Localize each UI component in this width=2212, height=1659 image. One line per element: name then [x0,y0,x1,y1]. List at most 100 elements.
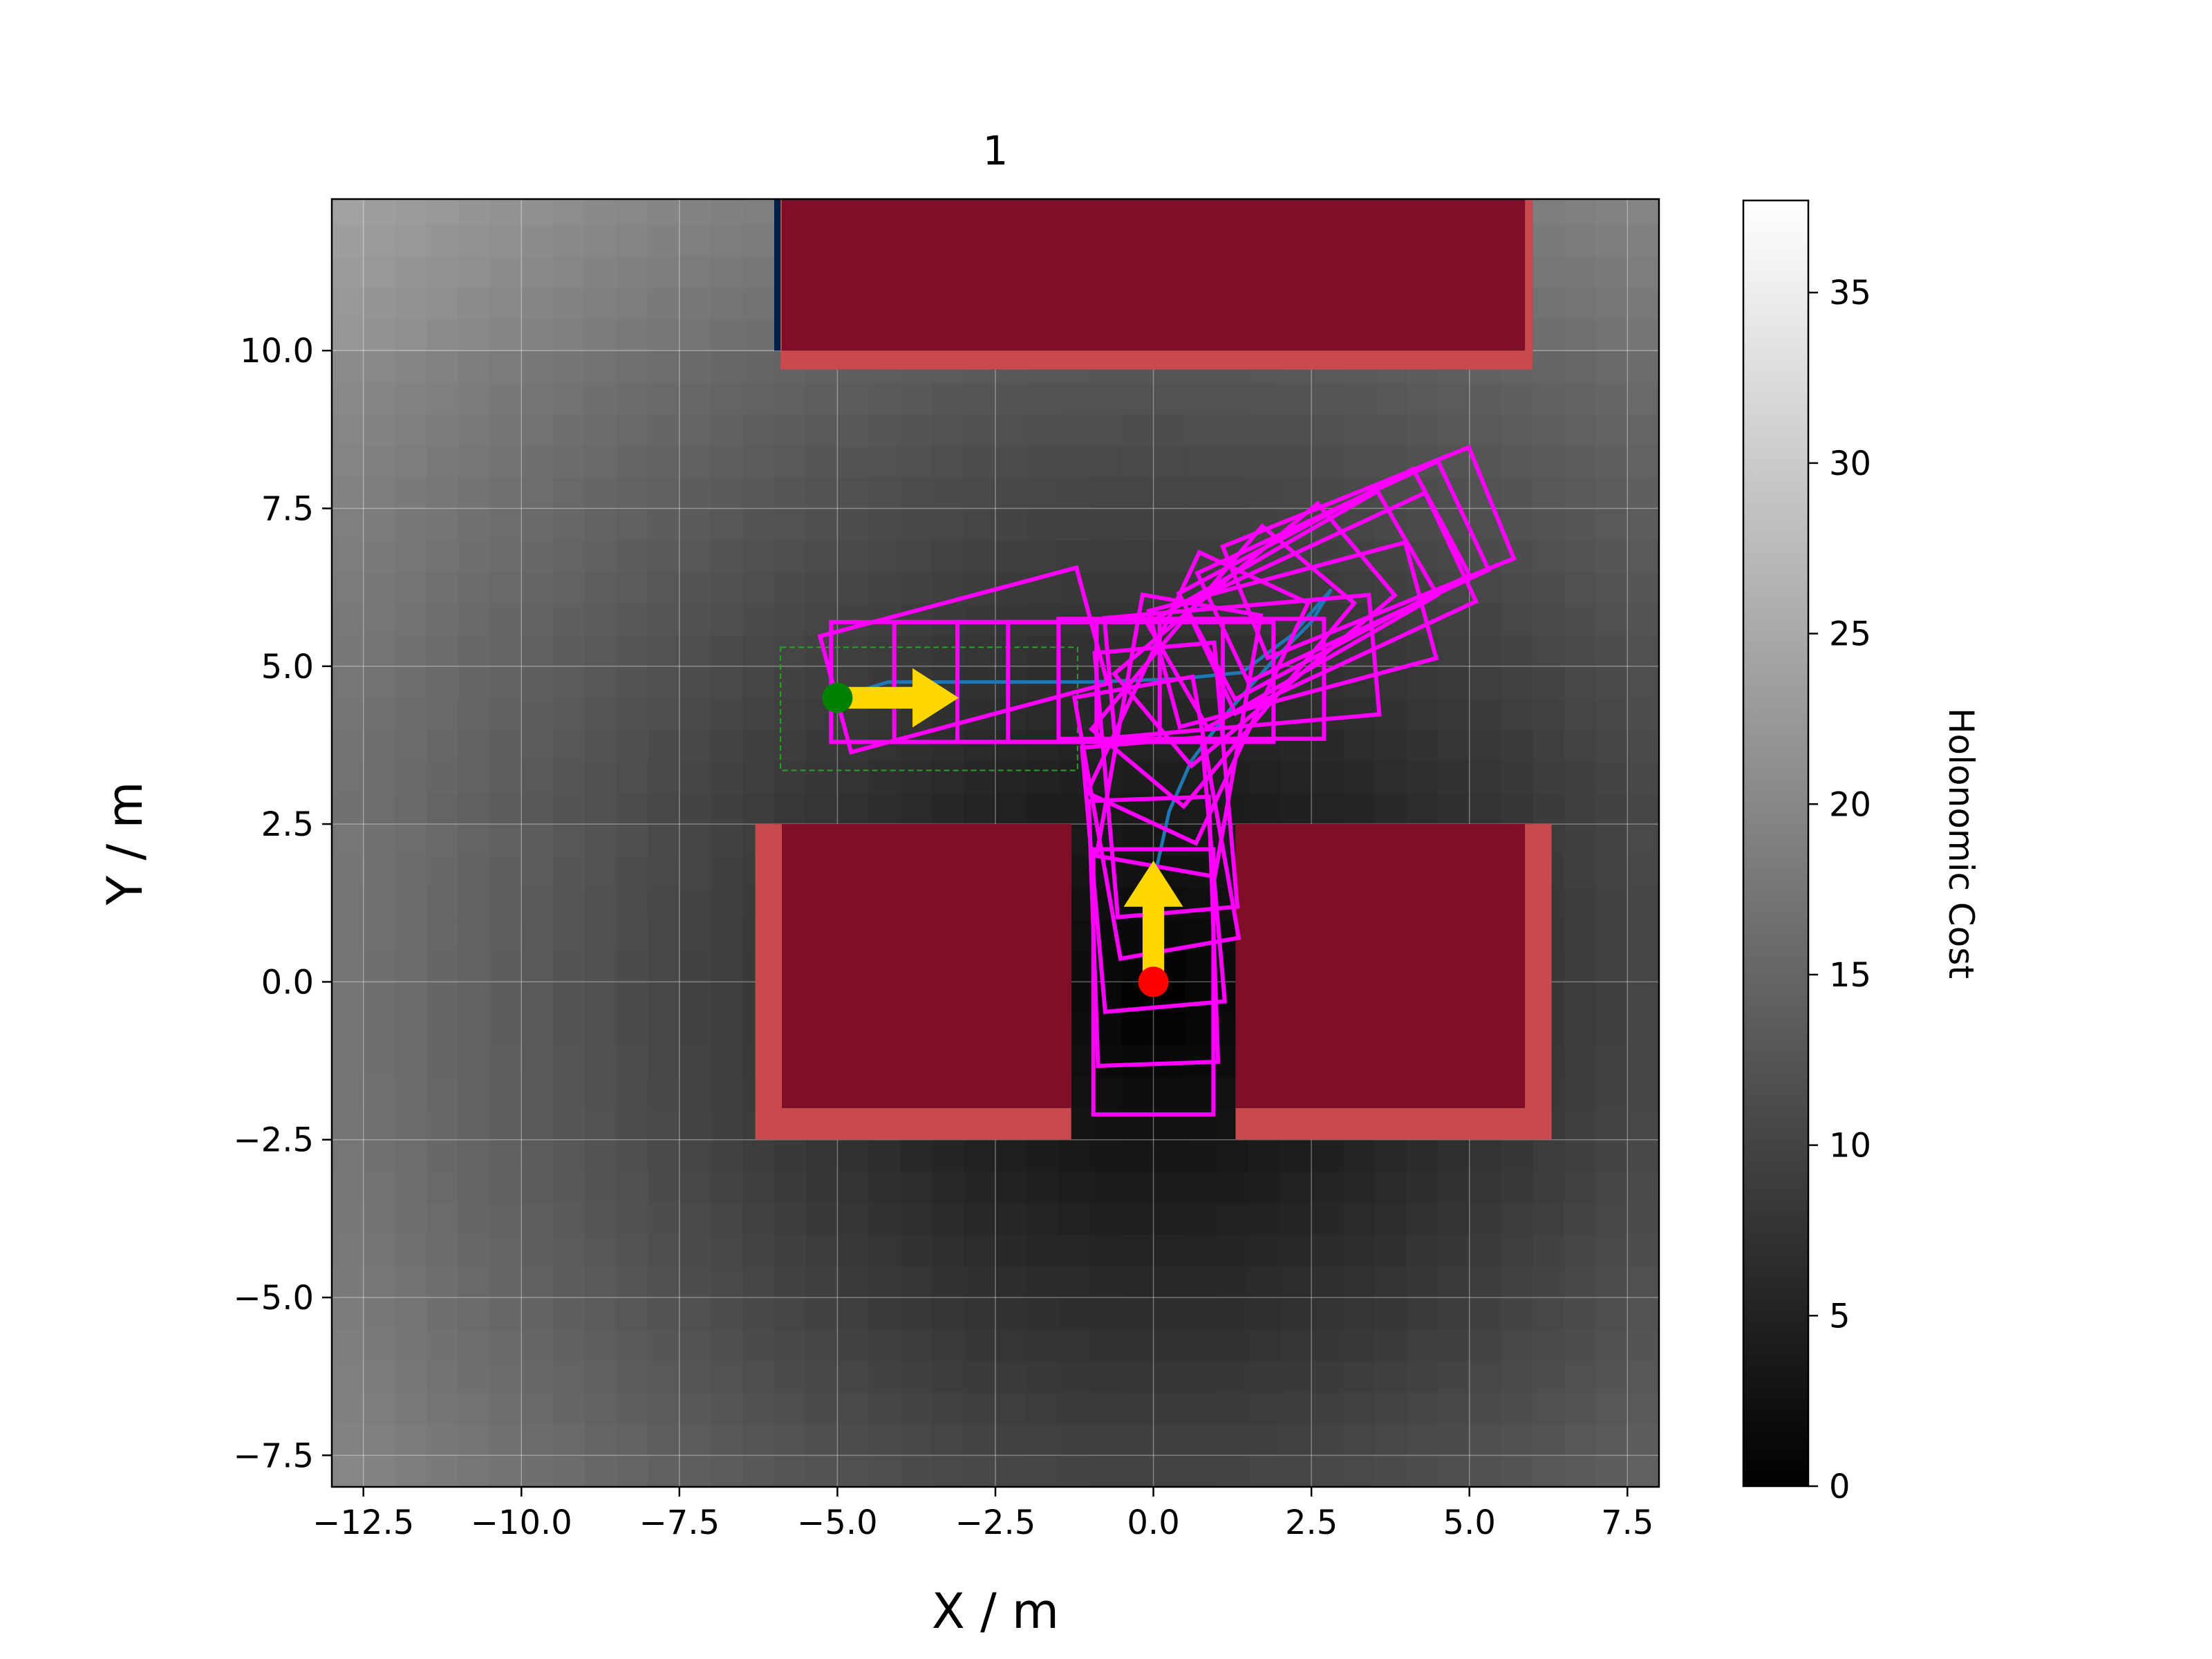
heatmap-cell [1280,760,1312,794]
heatmap-cell [964,603,996,635]
heatmap-cell [1374,1455,1407,1487]
heatmap-cell [1564,1171,1597,1203]
heatmap-cell [395,729,427,762]
heatmap-cell [427,382,459,415]
heatmap-cell [1564,319,1597,351]
heatmap-cell [932,1171,965,1203]
heatmap-cell [427,729,459,762]
heatmap-cell [363,760,396,794]
heatmap-cell [1564,982,1597,1014]
heatmap-cell [1627,256,1659,288]
heatmap-cell [1469,1423,1502,1456]
heatmap-cell [774,635,807,667]
heatmap-cell [427,287,459,320]
heatmap-cell [648,413,680,446]
heatmap-cell [1153,445,1186,478]
heatmap-cell [584,697,617,730]
heatmap-cell [553,508,585,541]
colorbar-tick-label: 35 [1829,274,1871,312]
heatmap-cell [964,1455,996,1487]
heatmap-cell [363,224,396,256]
heatmap-cell [1406,382,1438,415]
heatmap-cell [458,1423,491,1456]
heatmap-cell [805,760,838,794]
heatmap-cell [616,1360,648,1393]
heatmap-cell [932,1297,965,1330]
heatmap-cell [1438,1392,1470,1425]
heatmap-cell [711,635,744,667]
heatmap-cell [900,413,933,446]
heatmap-cell [1248,1297,1281,1330]
heatmap-cell [1090,445,1123,478]
heatmap-cell [616,540,648,572]
heatmap-cell [1595,729,1629,762]
heatmap-cell [1501,1234,1533,1267]
heatmap-cell [489,382,523,415]
heatmap-cell [932,1329,965,1362]
heatmap-cell [1374,1139,1407,1172]
heatmap-cell [1501,697,1533,730]
heatmap-cell [1533,760,1565,794]
heatmap-cell [774,1234,807,1267]
heatmap-cell [584,887,617,919]
heatmap-cell [1153,1392,1186,1425]
heatmap-cell [1248,1455,1281,1487]
heatmap-cell [489,287,523,320]
heatmap-cell [616,287,648,320]
heatmap-cell [1311,1234,1344,1267]
heatmap-cell [395,1360,427,1393]
heatmap-cell [1121,1044,1154,1078]
heatmap-cell [553,571,585,604]
heatmap-cell [332,476,364,509]
obstacle-layer [755,199,1552,1140]
heatmap-cell [1374,1423,1407,1456]
heatmap-cell [837,1266,870,1298]
heatmap-cell [648,1392,680,1425]
heatmap-cell [521,792,554,825]
heatmap-cell [489,1044,523,1078]
heatmap-cell [1627,319,1659,351]
heatmap-cell [489,1266,523,1298]
heatmap-cell [395,1329,427,1362]
heatmap-cell [964,540,996,572]
heatmap-cell [521,950,554,983]
heatmap-cell [1564,540,1597,572]
heatmap-cell [395,350,427,383]
heatmap-cell [1627,476,1659,509]
heatmap-cell [1564,350,1597,383]
heatmap-cell [742,603,775,635]
planned-path [836,588,1333,982]
heatmap-cell [805,1171,838,1203]
heatmap-cell [1280,792,1312,825]
heatmap-cell [458,287,491,320]
x-tick-label: −7.5 [639,1503,720,1542]
heatmap-cell [774,697,807,730]
heatmap-cell [869,1329,901,1362]
heatmap-cell [521,1139,554,1172]
heatmap-cell [1501,729,1533,762]
heatmap-cell [1185,1139,1217,1172]
heatmap-cell [395,319,427,351]
heatmap-cell [679,1234,712,1267]
heatmap-cell [616,666,648,699]
heatmap-cell [1185,1360,1217,1393]
heatmap-cell [932,1139,965,1172]
heatmap-cell [995,540,1028,572]
heatmap-cell [1564,1234,1597,1267]
heatmap-cell [742,1171,775,1203]
heatmap-cell [1438,1266,1470,1298]
heatmap-cell [774,1392,807,1425]
heatmap-cell [1153,1139,1186,1172]
heatmap-cell [932,1360,965,1393]
heatmap-cell [1627,919,1659,951]
heatmap-cell [1090,1234,1123,1267]
heatmap-cell [1217,792,1249,825]
heatmap-cell [489,1234,523,1267]
heatmap-cell [363,1423,396,1456]
heatmap-cell [648,287,680,320]
heatmap-cell [1121,508,1154,541]
heatmap-cell [489,982,523,1014]
heatmap-cell [1564,1076,1597,1109]
heatmap-cell [648,224,680,256]
heatmap-cell [648,350,680,383]
